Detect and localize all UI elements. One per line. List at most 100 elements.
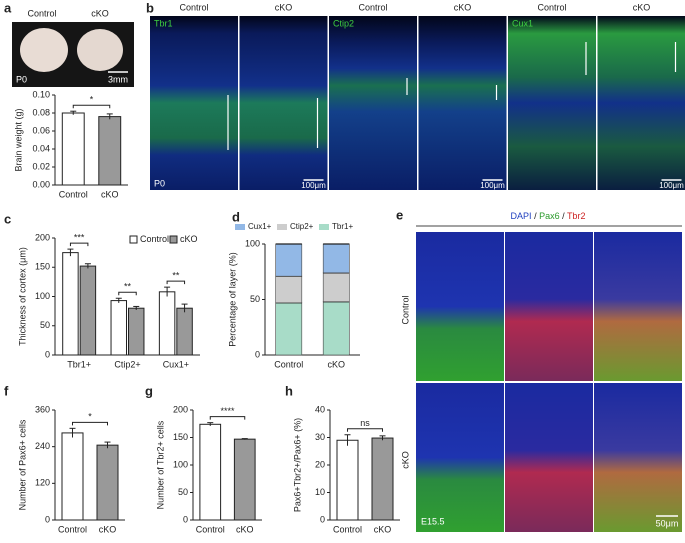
significance-bracket (209, 416, 246, 420)
column-label: Control (537, 2, 566, 12)
bar (128, 307, 145, 356)
x-tick-label: cKO (99, 524, 117, 534)
micrograph (239, 16, 328, 190)
panel-letter: h (285, 383, 293, 398)
bar (176, 307, 193, 356)
y-tick-label: 0 (320, 514, 325, 524)
panel-letter: c (4, 211, 11, 226)
micrograph (329, 16, 417, 190)
y-axis-label: Thickness of cortex (μm) (17, 247, 27, 346)
title-part: / (560, 211, 567, 221)
panel-letter: d (232, 209, 240, 224)
marker-label: Cux1 (512, 18, 533, 28)
micrograph (416, 383, 504, 532)
column-label: Control (358, 2, 387, 12)
y-tick-label: 120 (35, 478, 50, 488)
x-tick-label: Control (333, 524, 362, 534)
column-label: cKO (454, 2, 472, 12)
scale-label: 100μm (659, 181, 684, 190)
micrograph (508, 16, 596, 190)
y-tick-label: 360 (35, 404, 50, 414)
y-tick-label: 10 (315, 487, 325, 497)
significance-label: * (90, 95, 94, 105)
bar (79, 265, 97, 356)
x-tick-label: Control (196, 524, 225, 534)
y-tick-label: 150 (35, 262, 50, 272)
y-tick-label: 0.10 (32, 89, 50, 99)
panel-letter: b (146, 0, 154, 15)
legend-swatch (129, 235, 138, 244)
panel-e-images (416, 232, 682, 532)
legend-label: cKO (180, 234, 198, 244)
y-tick-label: 150 (173, 432, 188, 442)
scale-label: 50μm (656, 518, 679, 528)
bar (96, 444, 119, 521)
micrograph (505, 383, 593, 532)
significance-label: **** (220, 406, 235, 416)
image-title: DAPI / Pax6 / Tbr2 (511, 211, 586, 221)
x-tick-label: Ctip2+ (114, 359, 140, 369)
y-tick-label: 100 (173, 459, 188, 469)
x-tick-label: cKO (236, 524, 254, 534)
significance-label: *** (74, 232, 85, 242)
x-tick-label: Control (274, 359, 303, 369)
y-tick-label: 0 (45, 349, 50, 359)
micrograph (594, 232, 682, 381)
y-axis-label: Pax6+Tbr2+/Pax6+ (%) (292, 418, 302, 512)
significance-label: ns (360, 418, 370, 428)
legend-label: Ctip2+ (290, 222, 314, 231)
age-label: P0 (154, 178, 165, 188)
micrograph (416, 232, 504, 381)
bar (62, 252, 79, 356)
panel-letter: f (4, 383, 9, 398)
panel-b-images (150, 16, 685, 190)
photo-label: Control (27, 8, 56, 18)
y-tick-label: 0 (255, 349, 260, 359)
y-axis-label: Number of Pax6+ cells (17, 419, 27, 510)
micrograph (150, 16, 238, 190)
micrograph (505, 232, 593, 381)
legend-label: Tbr1+ (332, 222, 353, 231)
title-part: DAPI (511, 211, 532, 221)
bar-segment (275, 302, 303, 356)
x-tick-label: Control (59, 189, 88, 199)
y-tick-label: 0.06 (32, 125, 50, 135)
marker-label: Ctip2 (333, 18, 354, 28)
significance-label: ** (172, 271, 180, 281)
y-axis-label: Percentage of layer (%) (227, 252, 237, 347)
y-tick-label: 0.08 (32, 107, 50, 117)
y-tick-label: 100 (35, 291, 50, 301)
y-tick-label: 0 (45, 514, 50, 524)
significance-bracket (347, 428, 383, 432)
y-tick-label: 40 (315, 404, 325, 414)
y-tick-label: 30 (315, 432, 325, 442)
brain (77, 29, 123, 71)
bar (61, 112, 85, 186)
bar (371, 437, 394, 521)
x-tick-label: cKO (327, 359, 345, 369)
micrograph (418, 16, 507, 190)
x-tick-label: cKO (101, 189, 119, 199)
significance-bracket (69, 242, 89, 247)
bar-segment (322, 301, 350, 356)
y-tick-label: 0.02 (32, 161, 50, 171)
significance-label: ** (124, 282, 132, 292)
panel-letter: e (396, 207, 403, 222)
bar (110, 300, 127, 356)
bar (199, 423, 222, 521)
bar (336, 439, 359, 521)
significance-bracket (72, 104, 111, 109)
y-tick-label: 0.04 (32, 143, 50, 153)
title-part: Pax6 (539, 211, 560, 221)
significance-bracket (166, 280, 186, 285)
legend-label: Cux1+ (248, 222, 272, 231)
scale-label: 3mm (108, 74, 128, 84)
y-tick-label: 50 (178, 487, 188, 497)
bar (61, 432, 84, 521)
bar (233, 438, 256, 521)
y-tick-label: 20 (315, 459, 325, 469)
marker-label: Tbr1 (154, 18, 173, 28)
y-tick-label: 200 (173, 404, 188, 414)
bar-segment (322, 272, 350, 303)
y-tick-label: 0 (183, 514, 188, 524)
